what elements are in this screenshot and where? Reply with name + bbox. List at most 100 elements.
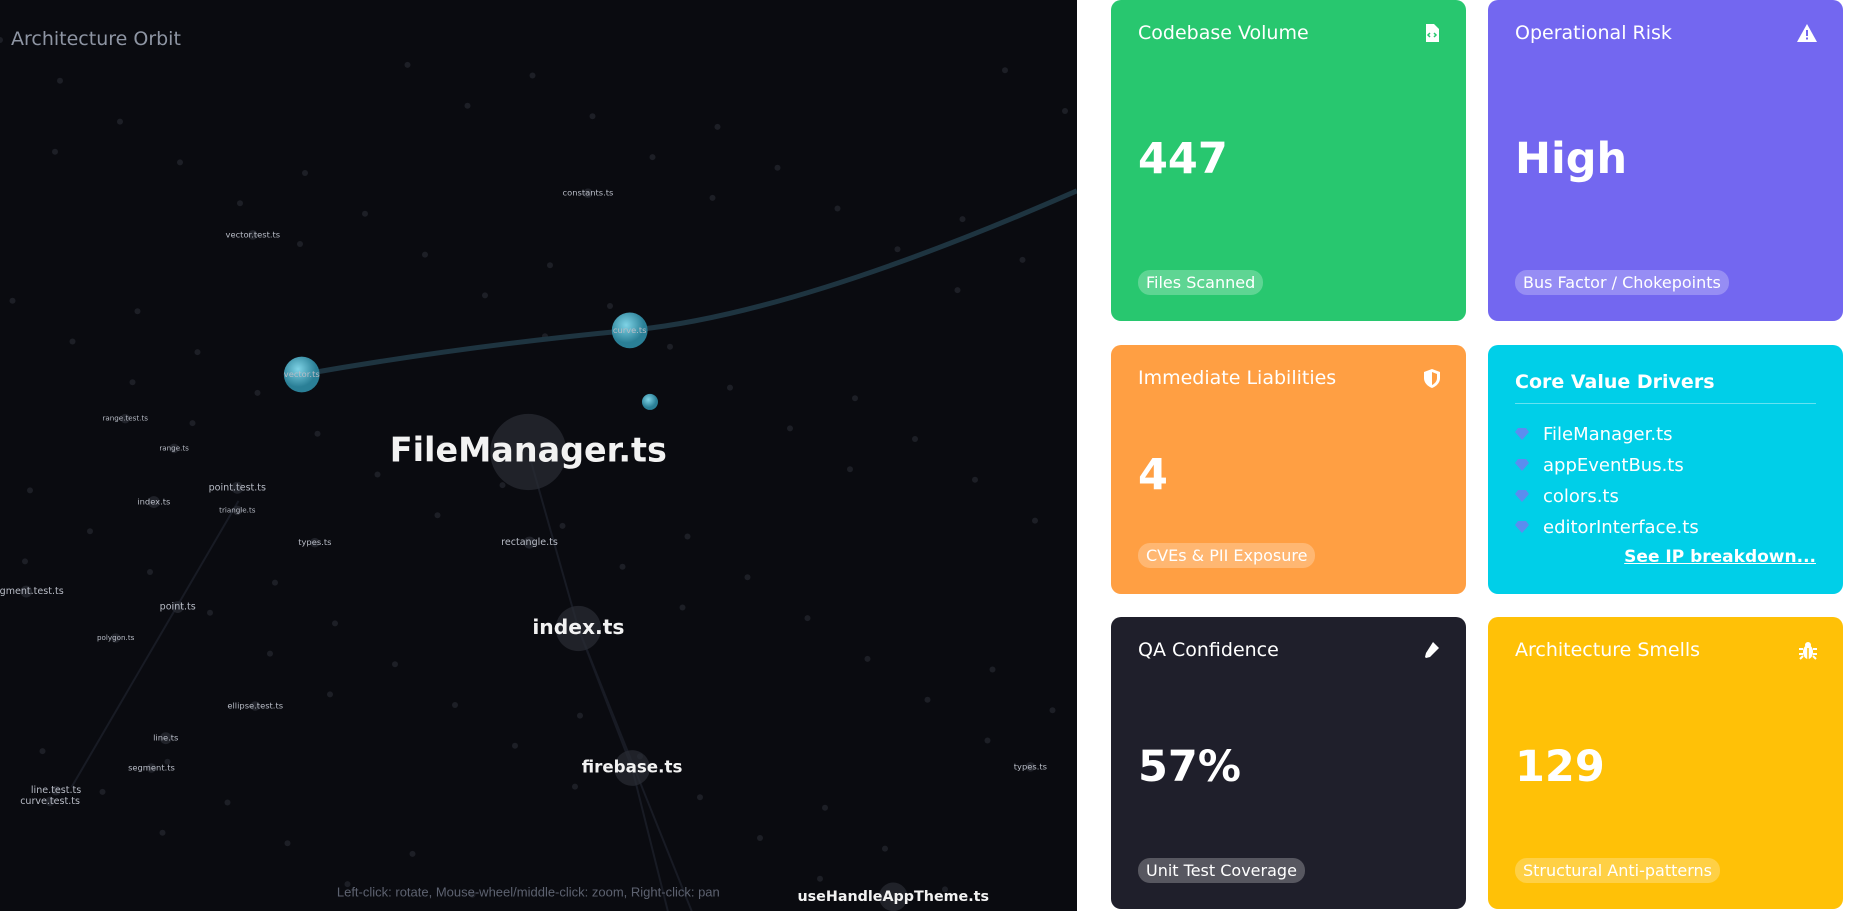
node-label: polygon.ts — [97, 633, 135, 642]
bg-node — [984, 737, 991, 744]
node-label: index.ts — [137, 497, 170, 507]
node — [232, 505, 243, 516]
node-label: types.ts — [298, 537, 331, 547]
driver-label: appEventBus.ts — [1543, 455, 1684, 476]
bg-node — [589, 113, 596, 120]
bg-node — [577, 712, 583, 719]
bg-node — [822, 804, 828, 811]
bg-node — [649, 154, 656, 161]
node-label: types.ts — [1014, 761, 1047, 771]
node — [1025, 762, 1036, 772]
driver-item: FileManager.ts — [1515, 419, 1699, 450]
bg-node — [774, 164, 781, 171]
bg-node — [912, 436, 918, 442]
bg-node — [69, 338, 76, 345]
bg-node — [57, 77, 63, 84]
node — [20, 585, 33, 598]
node-label: line.ts — [153, 733, 178, 743]
icon — [1426, 24, 1439, 42]
bg-node — [87, 528, 93, 535]
node — [614, 750, 650, 786]
bg-node — [39, 748, 46, 755]
card-badge: CVEs & PII Exposure — [1138, 543, 1316, 568]
card-title: QA Confidence — [1138, 639, 1279, 661]
bg-node — [942, 886, 948, 893]
bg-node — [284, 840, 291, 847]
node — [45, 796, 55, 807]
node — [110, 633, 121, 643]
bg-node — [684, 533, 691, 540]
node-label: vector.test.ts — [226, 229, 281, 239]
bg-node — [757, 835, 763, 841]
node-label: point.test.ts — [209, 482, 266, 493]
node — [159, 732, 172, 745]
bg-node — [547, 262, 553, 269]
bg-node — [679, 604, 686, 611]
bg-node — [0, 37, 3, 43]
bg-node — [667, 343, 673, 350]
bg-node — [804, 615, 811, 622]
node — [120, 413, 130, 424]
bg-node — [959, 216, 966, 223]
node — [878, 882, 908, 911]
gem-icon — [1515, 459, 1529, 471]
bg-node — [392, 661, 398, 668]
driver-item: appEventBus.ts — [1515, 450, 1699, 481]
bg-node — [134, 308, 141, 315]
bg-node — [267, 650, 273, 657]
icon — [1799, 642, 1817, 660]
divider — [1515, 403, 1816, 404]
bg-node — [469, 891, 476, 898]
bg-node — [847, 466, 853, 473]
card-badge: Unit Test Coverage — [1138, 858, 1305, 883]
card: Architecture Smells 129 Structural Anti-… — [1488, 617, 1843, 909]
gem-icon — [1515, 490, 1529, 502]
bg-node — [362, 210, 368, 217]
card-value: 447 — [1138, 134, 1228, 184]
node-label: useHandleAppTheme.ts — [797, 889, 989, 905]
graph-panel[interactable]: FileManager.ts index.ts firebase.ts useHand… — [0, 0, 1077, 911]
card-title: Operational Risk — [1515, 22, 1672, 44]
card-title: Codebase Volume — [1138, 22, 1309, 44]
card-value: 4 — [1138, 450, 1168, 500]
bg-node — [147, 569, 153, 575]
node — [490, 413, 567, 491]
bg-node — [697, 794, 703, 801]
edge — [70, 500, 240, 788]
bg-node — [297, 241, 303, 247]
bg-node — [744, 574, 751, 581]
bg-node — [237, 200, 243, 207]
card: Immediate Liabilities 4 CVEs & PII Expos… — [1111, 345, 1466, 594]
card-title: Immediate Liabilities — [1138, 367, 1337, 389]
bg-node — [894, 246, 901, 253]
node-label: triangle.ts — [219, 505, 256, 514]
node — [283, 356, 320, 393]
bg-node — [572, 783, 578, 790]
bg-node — [709, 194, 716, 201]
driver-label: FileManager.ts — [1543, 424, 1673, 445]
driver-label: colors.ts — [1543, 486, 1619, 507]
bg-node — [22, 558, 28, 565]
node-label: range.ts — [159, 443, 189, 452]
bg-node — [332, 620, 338, 627]
bg-node — [409, 850, 416, 857]
bg-node — [434, 512, 441, 519]
node-label: FileManager.ts — [390, 430, 667, 469]
bg-node — [129, 379, 136, 386]
node-label: segment.test.ts — [0, 586, 64, 597]
bg-node — [559, 522, 566, 529]
bg-node — [194, 349, 201, 356]
bg-node — [817, 875, 823, 882]
bg-node — [272, 579, 278, 586]
bg-node — [27, 487, 33, 494]
breakdown-link[interactable]: See IP breakdown... — [1624, 547, 1816, 567]
node-label: curve.test.ts — [20, 796, 80, 807]
bg-node — [924, 696, 931, 703]
bg-node — [189, 420, 196, 427]
bg-node — [452, 702, 458, 708]
card-badge: Bus Factor / Chokepoints — [1515, 270, 1729, 295]
bg-node — [159, 829, 166, 836]
gem-icon — [1515, 428, 1529, 440]
bg-node — [177, 159, 183, 166]
card-title: Core Value Drivers — [1515, 371, 1715, 393]
